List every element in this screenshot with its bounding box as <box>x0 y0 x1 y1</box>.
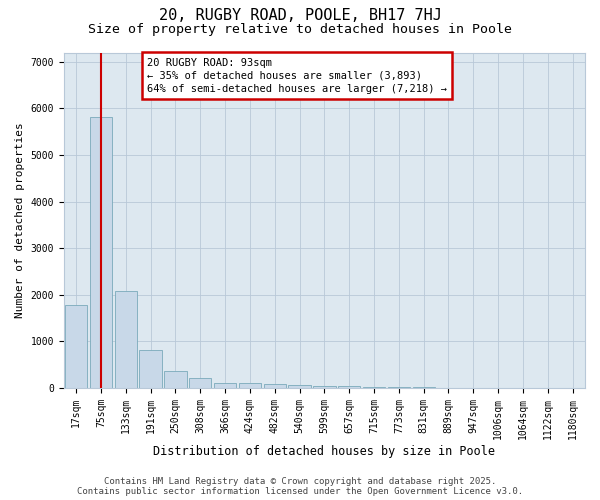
Bar <box>388 387 410 388</box>
Text: Contains HM Land Registry data © Crown copyright and database right 2025.
Contai: Contains HM Land Registry data © Crown c… <box>77 476 523 496</box>
Bar <box>189 378 211 388</box>
Bar <box>338 386 361 388</box>
Text: 20, RUGBY ROAD, POOLE, BH17 7HJ: 20, RUGBY ROAD, POOLE, BH17 7HJ <box>158 8 442 22</box>
Bar <box>313 386 335 388</box>
Y-axis label: Number of detached properties: Number of detached properties <box>15 122 25 318</box>
Bar <box>363 386 385 388</box>
Bar <box>139 350 162 388</box>
Bar <box>263 384 286 388</box>
Text: Size of property relative to detached houses in Poole: Size of property relative to detached ho… <box>88 22 512 36</box>
Bar <box>214 382 236 388</box>
Bar <box>289 385 311 388</box>
X-axis label: Distribution of detached houses by size in Poole: Distribution of detached houses by size … <box>154 444 496 458</box>
Text: 20 RUGBY ROAD: 93sqm
← 35% of detached houses are smaller (3,893)
64% of semi-de: 20 RUGBY ROAD: 93sqm ← 35% of detached h… <box>147 58 447 94</box>
Bar <box>115 291 137 388</box>
Bar <box>164 371 187 388</box>
Bar <box>65 305 88 388</box>
Bar <box>239 384 261 388</box>
Bar <box>90 117 112 388</box>
